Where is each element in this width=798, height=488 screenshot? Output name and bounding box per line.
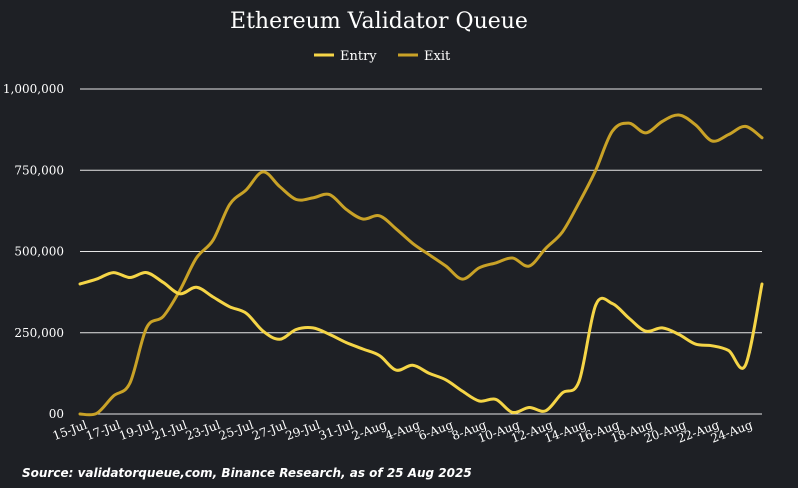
y-tick-label: 750,000 xyxy=(14,163,64,177)
exit-series-line xyxy=(78,113,764,417)
legend-entry-label: Entry xyxy=(340,49,377,64)
gridlines xyxy=(80,88,762,415)
y-tick-label: 500,000 xyxy=(14,245,64,259)
chart-title: Ethereum Validator Queue xyxy=(230,9,528,34)
y-axis-ticks: 00 250,000 500,000 750,000 1,000,000 xyxy=(3,82,64,421)
entry-series-line xyxy=(78,271,764,415)
y-tick-label: 1,000,000 xyxy=(3,82,64,96)
source-note: Source: validatorqueue,com, Binance Rese… xyxy=(22,466,472,480)
legend-exit-label: Exit xyxy=(424,49,451,64)
y-tick-label: 00 xyxy=(49,407,64,421)
legend: Entry Exit xyxy=(314,49,451,64)
y-tick-label: 250,000 xyxy=(14,326,64,340)
series-lines xyxy=(78,113,764,417)
x-axis-ticks: 15-Jul17-Jul19-Jul21-Jul23-Jul25-Jul27-J… xyxy=(51,418,755,446)
